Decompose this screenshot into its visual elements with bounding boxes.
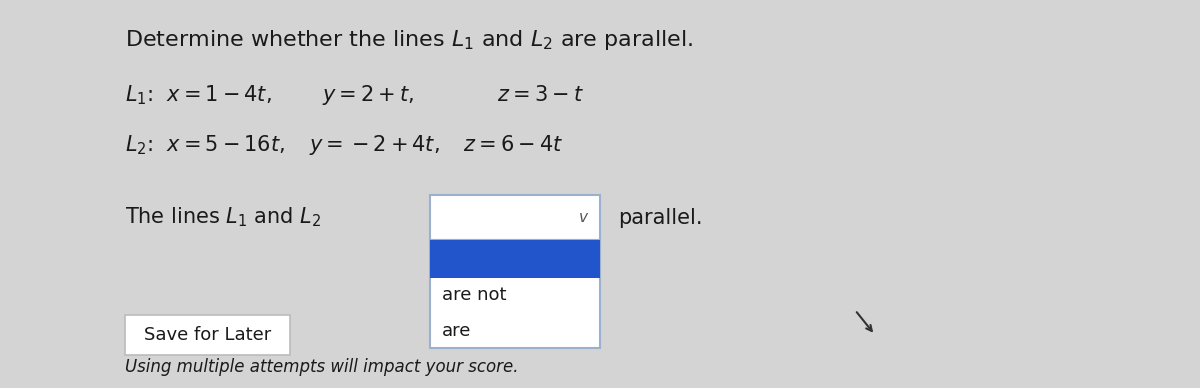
Text: are not: are not [442, 286, 506, 304]
Text: v: v [580, 210, 588, 225]
FancyBboxPatch shape [430, 240, 600, 278]
FancyBboxPatch shape [430, 195, 600, 240]
Text: parallel.: parallel. [618, 208, 702, 227]
FancyBboxPatch shape [430, 240, 600, 278]
Text: $L_2$:  $x = 5 - 16t,$   $y = -2 + 4t,$   $z = 6 - 4t$: $L_2$: $x = 5 - 16t,$ $y = -2 + 4t,$ $z … [125, 133, 563, 157]
Text: The lines $L_1$ and $L_2$: The lines $L_1$ and $L_2$ [125, 205, 322, 229]
Text: are: are [442, 322, 472, 340]
Text: Determine whether the lines $L_1$ and $L_2$ are parallel.: Determine whether the lines $L_1$ and $L… [125, 28, 694, 52]
FancyBboxPatch shape [430, 240, 600, 348]
Text: Save for Later: Save for Later [144, 326, 271, 344]
Text: Using multiple attempts will impact your score.: Using multiple attempts will impact your… [125, 358, 518, 376]
Text: $L_1$:  $x = 1 - 4t,$       $y = 2 + t,$            $z = 3 - t$: $L_1$: $x = 1 - 4t,$ $y = 2 + t,$ $z = 3… [125, 83, 584, 107]
FancyBboxPatch shape [125, 315, 290, 355]
